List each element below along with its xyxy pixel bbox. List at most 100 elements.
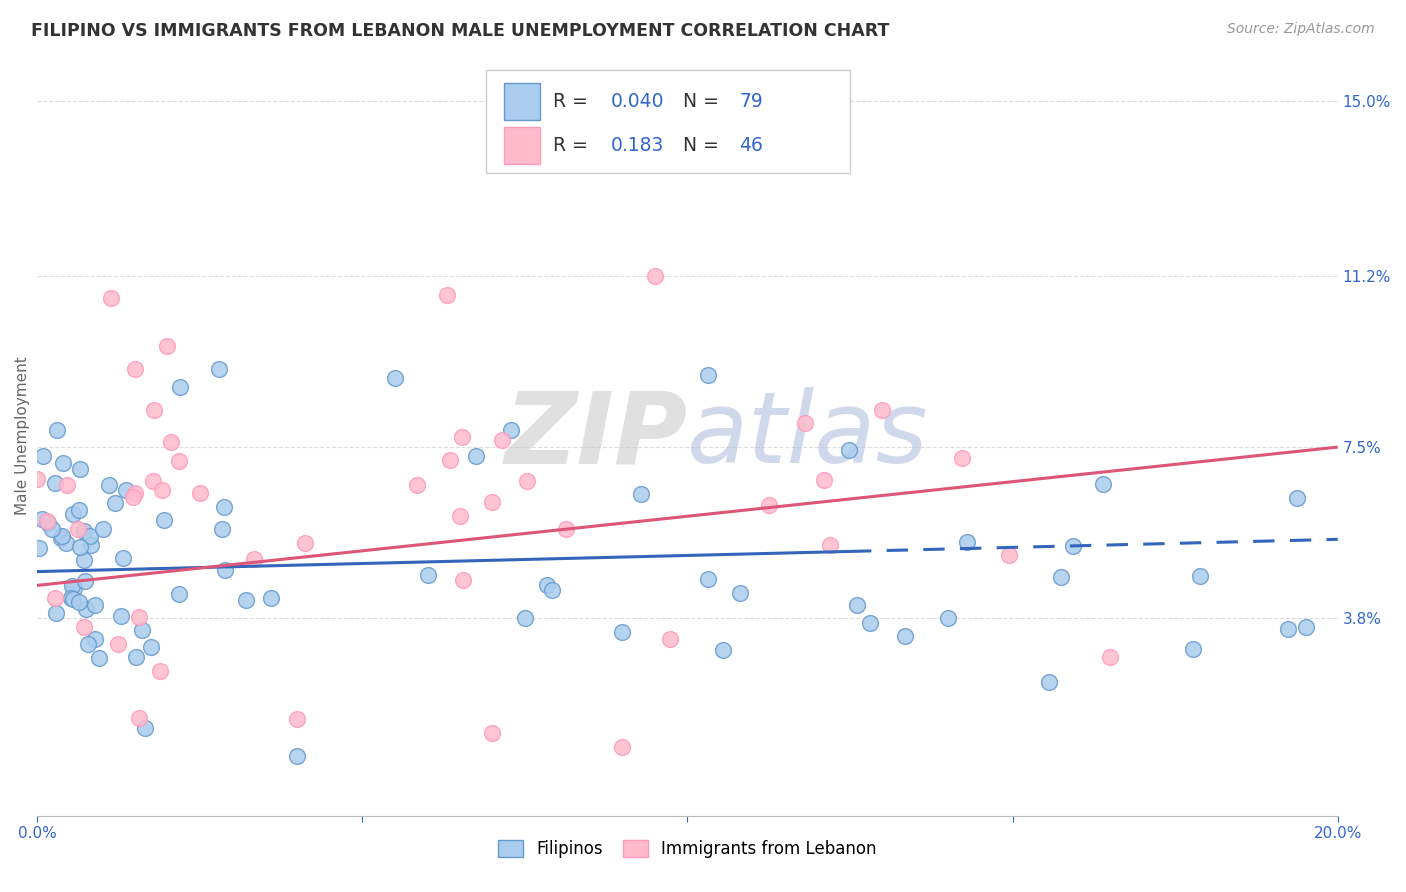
Point (936, 610, 959, 624)
Point (104, 495, 127, 509)
Point (73, 574, 96, 588)
Point (758, 498, 780, 512)
Point (51, 531, 73, 545)
Point (1038, 674, 1060, 689)
Text: N =: N = (683, 92, 725, 111)
Point (52, 456, 75, 470)
Text: ZIP: ZIP (505, 387, 688, 484)
Text: Source: ZipAtlas.com: Source: ZipAtlas.com (1227, 22, 1375, 37)
Point (1062, 539, 1084, 553)
Point (128, 610, 150, 624)
Point (384, 371, 406, 385)
Point (112, 551, 135, 566)
Point (76, 637, 98, 651)
Text: R =: R = (554, 92, 595, 111)
Point (285, 749, 308, 764)
Point (121, 491, 143, 505)
Point (45, 607, 67, 621)
Point (235, 593, 257, 607)
Point (294, 535, 316, 549)
Point (150, 483, 173, 498)
Point (260, 591, 283, 605)
Point (950, 450, 973, 465)
Point (51, 529, 73, 543)
Point (697, 368, 720, 382)
Point (169, 380, 191, 394)
Point (44, 591, 66, 605)
Point (451, 574, 474, 588)
Point (110, 609, 132, 624)
Point (997, 548, 1019, 562)
Point (491, 433, 513, 447)
Point (134, 721, 156, 735)
Point (1277, 622, 1299, 636)
Point (91, 522, 114, 536)
FancyBboxPatch shape (503, 128, 540, 164)
Point (711, 642, 734, 657)
Point (83, 598, 105, 612)
Point (87, 651, 110, 665)
Point (35, 515, 58, 529)
Point (73, 620, 96, 634)
FancyBboxPatch shape (503, 83, 540, 120)
Y-axis label: Male Unemployment: Male Unemployment (15, 356, 30, 515)
Legend: Filipinos, Immigrants from Lebanon: Filipinos, Immigrants from Lebanon (491, 833, 883, 864)
Point (243, 552, 266, 566)
Point (728, 585, 751, 599)
Point (1188, 569, 1211, 583)
Point (128, 711, 150, 725)
Point (149, 665, 172, 679)
Point (75, 601, 97, 615)
Point (37, 516, 59, 531)
Point (59, 591, 82, 606)
Point (73, 553, 96, 567)
Point (1091, 477, 1114, 491)
Point (481, 726, 503, 740)
Point (83, 632, 105, 646)
Point (208, 361, 231, 376)
Point (63, 582, 86, 596)
Point (73, 524, 96, 538)
Text: 0.040: 0.040 (610, 92, 664, 111)
Point (644, 269, 666, 284)
Point (107, 637, 129, 651)
Point (67, 594, 90, 608)
Point (67, 522, 90, 536)
Point (124, 485, 146, 500)
Point (846, 598, 869, 612)
Point (188, 486, 211, 500)
Point (114, 483, 136, 498)
Point (540, 582, 562, 597)
Point (439, 453, 461, 467)
Point (62, 508, 84, 522)
Point (211, 522, 233, 536)
Text: 0.183: 0.183 (610, 136, 664, 155)
Point (697, 572, 720, 586)
Point (513, 610, 536, 624)
Point (1182, 642, 1205, 657)
Point (62, 592, 84, 607)
Point (167, 587, 190, 601)
Point (131, 623, 153, 637)
Point (1099, 650, 1122, 665)
Point (1286, 491, 1309, 506)
Text: atlas: atlas (688, 387, 929, 484)
Point (451, 430, 474, 444)
Point (41, 522, 63, 536)
Point (449, 509, 471, 524)
Point (55, 536, 77, 550)
Point (214, 564, 236, 578)
Text: FILIPINO VS IMMIGRANTS FROM LEBANON MALE UNEMPLOYMENT CORRELATION CHART: FILIPINO VS IMMIGRANTS FROM LEBANON MALE… (31, 22, 890, 40)
Point (97, 478, 120, 492)
Point (612, 739, 634, 754)
Point (156, 338, 179, 352)
Point (956, 534, 979, 549)
Text: N =: N = (683, 136, 725, 155)
Point (62, 579, 84, 593)
Point (69, 540, 91, 554)
Point (1295, 620, 1317, 634)
Point (872, 403, 894, 417)
Point (555, 522, 578, 536)
Point (28, 541, 51, 556)
Point (143, 403, 166, 417)
